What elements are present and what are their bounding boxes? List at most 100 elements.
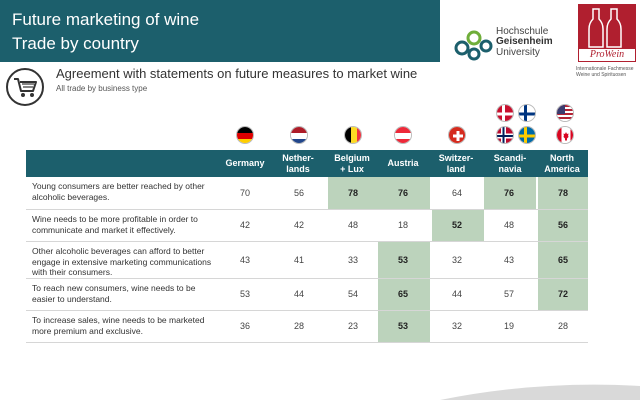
finland-flag-icon — [518, 104, 536, 122]
switzerland-flag-icon — [448, 126, 466, 144]
prowein-sub1: Internationale Fachmesse — [576, 66, 634, 72]
usa-flag-icon — [556, 104, 574, 122]
statement-text: Young consumers are better reached by ot… — [32, 181, 205, 202]
value-cell: 33 — [347, 254, 358, 265]
highlight-cell — [538, 177, 588, 209]
table-header-bar — [26, 150, 588, 177]
column-header-label: Germany — [225, 158, 265, 168]
value-cell: 19 — [503, 321, 514, 331]
highlight-cell — [378, 177, 430, 209]
column-header-belgium: Belgium + Lux — [326, 153, 378, 175]
austria-flag-icon — [394, 126, 412, 144]
column-header-scandinavia: Scandi- navia — [484, 153, 536, 175]
highlight-cell — [432, 210, 484, 241]
column-header-label-2: lands — [286, 164, 310, 174]
row-divider — [26, 342, 588, 343]
column-header-netherlands: Nether- lands — [272, 153, 324, 175]
denmark-flag-icon — [496, 104, 514, 122]
column-header-label-2: navia — [498, 164, 522, 174]
title-band — [0, 0, 440, 62]
value-cell: 48 — [347, 220, 358, 230]
value-cell: 32 — [451, 254, 462, 265]
column-header-germany: Germany — [220, 158, 270, 169]
statement-text: Other alcoholic beverages can afford to … — [32, 246, 212, 277]
value-cell: 65 — [557, 254, 568, 265]
value-cell: 72 — [557, 289, 568, 299]
value-cell: 42 — [239, 220, 250, 230]
value-cell: 56 — [293, 187, 304, 198]
row-divider — [26, 209, 588, 210]
belgium-flag-icon — [344, 126, 362, 144]
value-cell: 53 — [239, 289, 250, 299]
statement-text: To reach new consumers, wine needs to be… — [32, 283, 196, 304]
decorative-swoosh — [440, 384, 640, 400]
prowein-logo: ProWein — [578, 4, 636, 62]
column-header-label: Scandi- — [493, 153, 527, 163]
value-cell: 42 — [293, 220, 304, 230]
value-cell: 57 — [503, 289, 514, 299]
value-cell: 28 — [557, 321, 568, 331]
slide-subtitle: Trade by country — [12, 34, 139, 53]
row-divider — [26, 241, 588, 242]
prowein-bottles-icon — [579, 5, 635, 49]
canada-flag-icon — [556, 126, 574, 144]
germany-flag-icon — [236, 126, 254, 144]
hgu-logo-line2: Geisenheim — [496, 36, 553, 47]
column-header-label-2: America — [544, 164, 580, 174]
value-cell: 54 — [347, 289, 358, 299]
value-cell: 64 — [451, 187, 462, 198]
value-cell: 65 — [397, 289, 408, 299]
value-cell: 43 — [503, 254, 514, 265]
value-cell: 43 — [239, 254, 250, 265]
hgu-logo-line1: Hochschule — [496, 26, 549, 37]
value-cell: 78 — [557, 187, 568, 198]
row-divider — [26, 278, 588, 279]
chart-note: All trade by business type — [56, 84, 148, 93]
hgu-logo-icon — [454, 30, 493, 61]
value-cell: 76 — [397, 187, 408, 198]
prowein-sub2: Weine und Spirituosen — [576, 72, 627, 78]
highlight-cell — [484, 177, 536, 209]
sweden-flag-icon — [518, 126, 536, 144]
value-cell: 53 — [397, 254, 408, 265]
value-cell: 32 — [451, 321, 462, 331]
column-header-north-america: North America — [536, 153, 588, 175]
column-header-label-2: + Lux — [340, 164, 364, 174]
hgu-logo-line3: University — [496, 47, 540, 58]
prowein-name: ProWein — [589, 49, 625, 60]
chart-subtitle: Agreement with statements on future meas… — [56, 66, 418, 81]
shopping-cart-icon — [6, 68, 44, 106]
row-divider — [26, 310, 588, 311]
value-cell: 48 — [503, 220, 514, 230]
statement-text: To increase sales, wine needs to be mark… — [32, 315, 205, 336]
value-cell: 76 — [503, 187, 514, 198]
highlight-cell — [378, 311, 430, 342]
column-header-switzerland: Switzer- land — [430, 153, 482, 175]
value-cell: 56 — [557, 220, 568, 230]
value-cell: 53 — [397, 321, 408, 331]
value-cell: 41 — [293, 254, 304, 265]
value-cell: 44 — [293, 289, 304, 299]
highlight-cell — [538, 242, 588, 278]
value-cell: 23 — [347, 321, 358, 331]
column-header-label: North — [550, 153, 574, 163]
highlight-cell — [538, 210, 588, 241]
column-header-label: Switzer- — [438, 153, 474, 163]
highlight-cell — [378, 279, 430, 310]
netherlands-flag-icon — [290, 126, 308, 144]
value-cell: 36 — [239, 321, 250, 331]
highlight-cell — [328, 177, 380, 209]
column-header-label: Nether- — [282, 153, 314, 163]
value-cell: 78 — [347, 187, 358, 198]
value-cell: 18 — [397, 220, 408, 230]
slide-title: Future marketing of wine — [12, 10, 200, 29]
column-header-label-2: land — [446, 164, 466, 174]
column-header-label: Belgium — [334, 153, 370, 163]
statement-text: Wine needs to be more profitable in orde… — [32, 214, 198, 235]
value-cell: 28 — [293, 321, 304, 331]
value-cell: 52 — [451, 220, 462, 230]
column-header-austria: Austria — [378, 158, 428, 169]
column-header-label: Austria — [387, 158, 419, 168]
value-cell: 70 — [239, 187, 250, 198]
highlight-cell — [378, 242, 430, 278]
